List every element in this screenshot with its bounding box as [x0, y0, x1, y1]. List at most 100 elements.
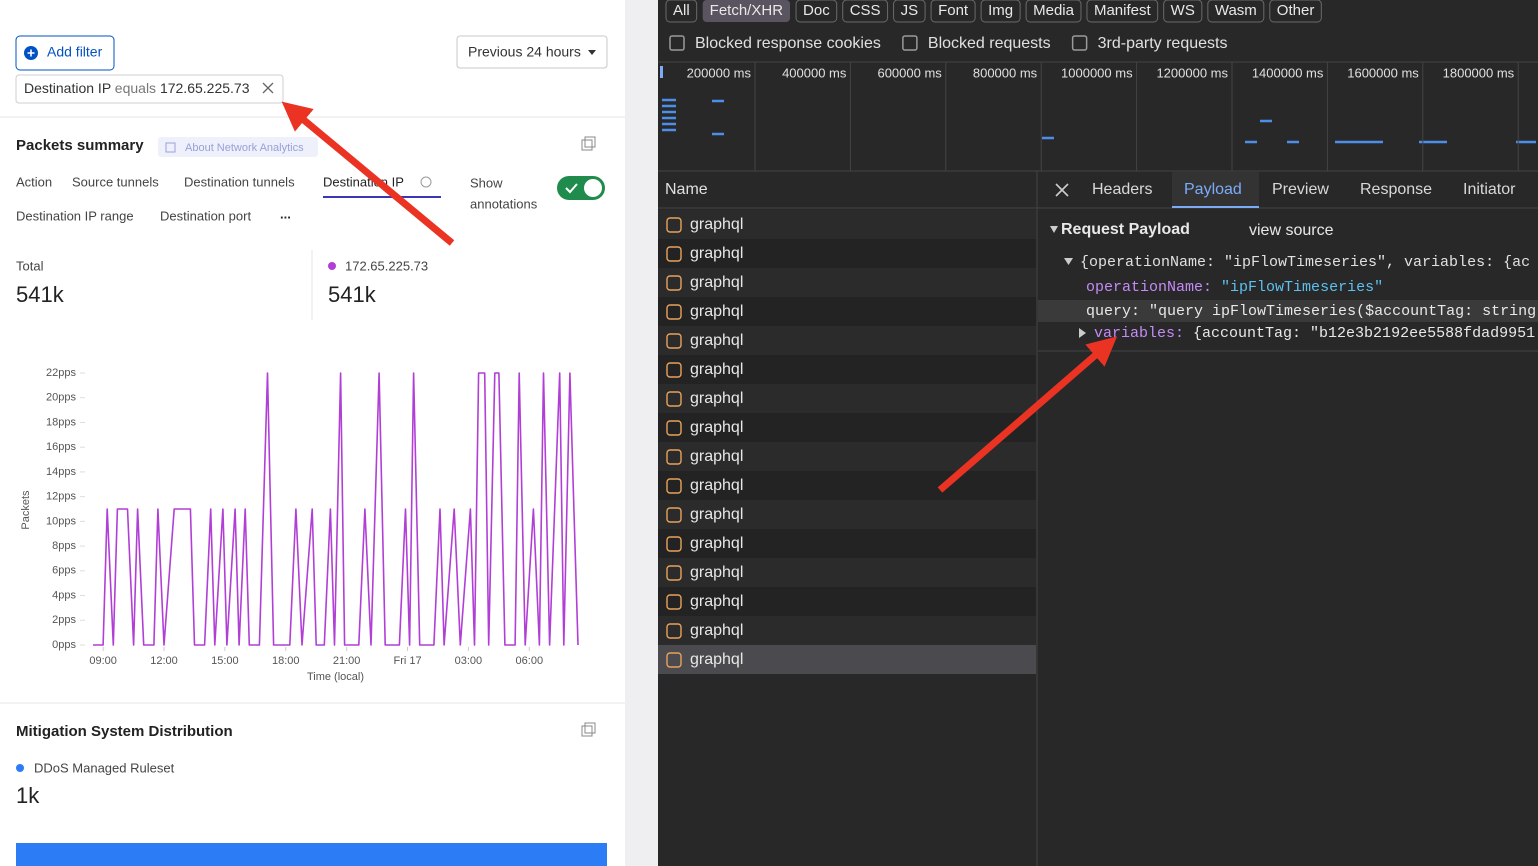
request-name[interactable]: graphql [690, 564, 743, 581]
request-row[interactable] [658, 413, 1036, 442]
y-tick-label: 10pps [46, 515, 76, 527]
tab[interactable]: Source tunnels [72, 174, 159, 189]
tab[interactable]: Destination tunnels [184, 174, 295, 189]
filter-label[interactable]: Manifest [1094, 2, 1152, 19]
filter-label[interactable]: Img [988, 2, 1013, 19]
expand-icon[interactable] [581, 139, 593, 151]
filter-label[interactable]: Wasm [1215, 2, 1257, 19]
checkbox[interactable] [669, 35, 685, 51]
about-chip[interactable] [158, 137, 318, 157]
more-tabs[interactable]: ... [280, 206, 291, 221]
filter-label[interactable]: Media [1033, 2, 1075, 19]
request-icon [666, 391, 682, 407]
panel-tab[interactable]: Preview [1272, 181, 1329, 198]
request-row[interactable] [658, 297, 1036, 326]
checkbox[interactable] [1071, 35, 1088, 51]
expand-icon[interactable] [581, 725, 593, 737]
tab[interactable]: Action [16, 174, 52, 189]
filter-button[interactable] [1025, 0, 1082, 23]
timeline-label: 1000000 ms [1061, 65, 1133, 80]
request-name[interactable]: graphql [690, 332, 743, 349]
filter-button[interactable] [893, 0, 926, 23]
filter-label[interactable]: WS [1171, 2, 1195, 19]
request-name[interactable]: graphql [690, 535, 743, 552]
request-row[interactable] [658, 471, 1036, 500]
y-tick-label: 6pps [52, 565, 76, 577]
about-link[interactable]: About Network Analytics [185, 142, 304, 154]
request-icon [666, 362, 682, 378]
filter-label[interactable]: Font [938, 2, 969, 19]
filter-button[interactable] [795, 0, 838, 23]
request-row[interactable] [658, 355, 1036, 384]
request-row[interactable] [658, 384, 1036, 413]
filter-label[interactable]: Doc [803, 2, 830, 19]
checkbox[interactable] [902, 35, 918, 51]
panel-tab[interactable]: Initiator [1463, 181, 1516, 198]
filter-chip[interactable] [15, 74, 284, 104]
section-title: Packets summary [16, 137, 144, 154]
close-panel[interactable] [1055, 183, 1069, 197]
request-row[interactable] [658, 442, 1036, 471]
request-row[interactable] [658, 587, 1036, 616]
request-row[interactable] [658, 326, 1036, 355]
filter-button[interactable] [1207, 0, 1265, 23]
panel-tab[interactable]: Headers [1092, 181, 1152, 198]
request-row[interactable] [658, 210, 1036, 239]
request-name[interactable]: graphql [690, 390, 743, 407]
checkbox-label[interactable]: Blocked requests [928, 35, 1051, 52]
x-tick-label: Fri 17 [393, 655, 421, 667]
request-row[interactable] [658, 558, 1036, 587]
filter-button[interactable] [702, 0, 791, 22]
tab[interactable]: Destination IP [323, 174, 404, 189]
tab[interactable]: Destination port [160, 208, 251, 223]
filter-button[interactable] [980, 0, 1021, 23]
add-filter-button[interactable] [15, 35, 115, 71]
remove-filter[interactable] [262, 82, 274, 94]
request-name[interactable]: graphql [690, 419, 743, 436]
request-icon [666, 536, 682, 552]
filter-label[interactable]: Fetch/XHR [710, 2, 784, 19]
filter-label[interactable]: All [673, 2, 690, 19]
request-row[interactable] [658, 239, 1036, 268]
caret [588, 50, 596, 55]
request-name[interactable]: graphql [690, 622, 743, 639]
column-header: Name [665, 181, 708, 198]
request-row[interactable] [658, 268, 1036, 297]
legend-dot [328, 262, 336, 270]
filter-label[interactable]: CSS [850, 2, 881, 19]
request-name[interactable]: graphql [690, 274, 743, 291]
filter-button[interactable] [930, 0, 976, 23]
request-row[interactable] [658, 529, 1036, 558]
request-row[interactable] [658, 500, 1036, 529]
payload-value: {accountTag: "b12e3b2192ee5588fdad9951 [1193, 325, 1535, 342]
filter-label[interactable]: JS [901, 2, 919, 19]
request-name[interactable]: graphql [690, 245, 743, 262]
filter-button[interactable] [1269, 0, 1322, 23]
annotation-arrow [281, 101, 455, 246]
request-name[interactable]: graphql [690, 303, 743, 320]
filter-button[interactable] [1086, 0, 1159, 23]
checkbox-label[interactable]: 3rd-party requests [1098, 35, 1228, 52]
add-filter-label[interactable]: Add filter [47, 44, 103, 60]
request-name[interactable]: graphql [690, 477, 743, 494]
filter-label[interactable]: Other [1277, 2, 1315, 19]
panel-tab[interactable]: Response [1360, 181, 1432, 198]
filter-button[interactable] [842, 0, 889, 23]
request-name[interactable]: graphql [690, 216, 743, 233]
request-row[interactable] [658, 616, 1036, 645]
tab[interactable]: Destination IP range [16, 208, 134, 223]
y-tick-label: 18pps [46, 416, 76, 428]
request-name[interactable]: graphql [690, 593, 743, 610]
request-name[interactable]: graphql [690, 506, 743, 523]
request-name[interactable]: graphql [690, 361, 743, 378]
time-range-dropdown[interactable] [456, 35, 608, 69]
panel-tab[interactable]: Payload [1184, 181, 1242, 198]
time-range-label[interactable]: Previous 24 hours [468, 44, 581, 60]
filter-button[interactable] [1163, 0, 1203, 23]
view-source-link[interactable]: view source [1249, 222, 1334, 239]
request-row[interactable] [658, 645, 1036, 674]
checkbox-label[interactable]: Blocked response cookies [695, 35, 881, 52]
request-name[interactable]: graphql [690, 651, 743, 668]
request-name[interactable]: graphql [690, 448, 743, 465]
filter-button[interactable] [665, 0, 698, 23]
